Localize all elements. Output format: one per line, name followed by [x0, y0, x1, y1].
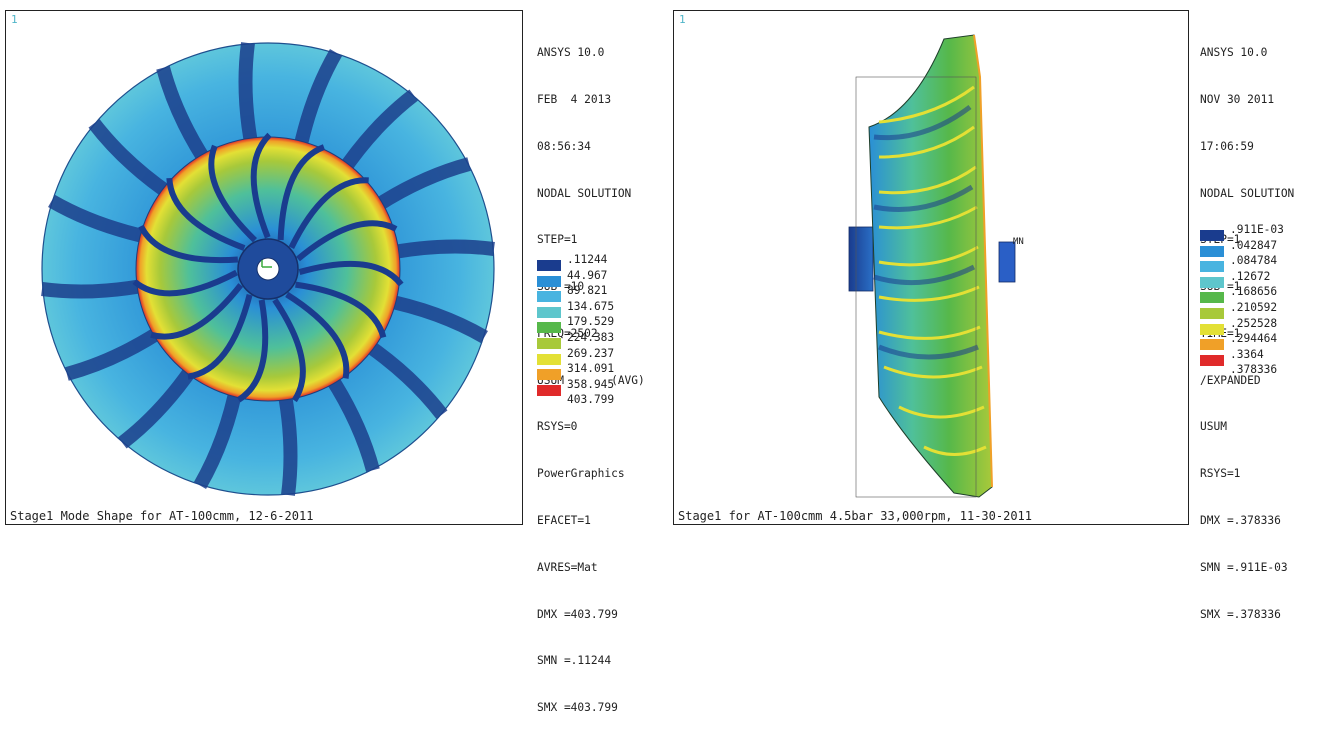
right-window-number: 1 [679, 13, 686, 26]
legend-swatch [1200, 292, 1224, 304]
legend-value: .11244 [567, 253, 608, 266]
inducer-blades [132, 132, 404, 403]
legend-value: .294464 [1230, 332, 1278, 346]
legend-swatch [1200, 230, 1224, 241]
legend-value: .378336 [1230, 363, 1278, 377]
side-blades [878, 85, 987, 456]
left-caption: Stage1 Mode Shape for AT-100cmm, 12-6-20… [10, 509, 314, 523]
legend-swatch [537, 369, 561, 381]
legend-swatch [1200, 307, 1224, 319]
impeller-top-view [41, 42, 495, 496]
legend-value: .252528 [1230, 316, 1278, 330]
info-line: NODAL SOLUTION [1200, 186, 1295, 200]
left-window-number: 1 [11, 13, 18, 26]
legend-swatch [537, 322, 561, 334]
coordinate-triad-icon [261, 260, 272, 268]
legend-value: .3364 [1230, 347, 1264, 361]
impeller-bore [256, 257, 280, 281]
info-line: ANSYS 10.0 [1200, 46, 1268, 60]
legend-swatch [537, 306, 561, 318]
legend-value: 44.967 [567, 268, 608, 282]
info-line: EFACET=1 [537, 514, 591, 527]
info-line: NODAL SOLUTION [537, 186, 632, 200]
right-caption: Stage1 for AT-100cmm 4.5bar 33,000rpm, 1… [678, 509, 1033, 523]
legend-swatch [1200, 354, 1224, 366]
legend-swatch [537, 353, 561, 365]
info-line: 17:06:59 [1200, 139, 1254, 153]
legend-swatch [1200, 323, 1224, 335]
shaft-left [848, 226, 874, 292]
legend-swatch [537, 260, 561, 271]
legend-value: .168656 [1230, 285, 1278, 299]
info-line: 08:56:34 [537, 139, 591, 153]
legend-value: 134.675 [567, 299, 615, 313]
impeller-side-view [848, 34, 1016, 498]
legend-value: .084784 [1230, 254, 1278, 268]
legend-swatch [537, 384, 561, 396]
info-line: RSYS=1 [1200, 467, 1241, 481]
legend-swatch [1200, 276, 1224, 288]
info-line: NOV 30 2011 [1200, 92, 1275, 106]
legend-value: .210592 [1230, 300, 1278, 314]
undeformed-outline [855, 76, 977, 498]
info-line: /EXPANDED [1200, 373, 1261, 387]
legend-value: 224.383 [567, 330, 615, 344]
info-line: DMX =.378336 [1200, 514, 1281, 527]
legend-value: .12672 [1230, 269, 1271, 283]
legend-value: 403.799 [567, 393, 615, 407]
info-line: SMX =.378336 [1200, 607, 1281, 621]
legend-swatch [1200, 261, 1224, 273]
legend-value: .911E-03 [1230, 223, 1284, 236]
info-line: DMX =403.799 [537, 607, 618, 621]
info-line: ANSYS 10.0 [537, 46, 605, 60]
info-line: USUM [1200, 420, 1227, 434]
legend-value: 269.237 [567, 346, 615, 360]
legend-swatch [537, 291, 561, 303]
min-marker-label: MN [1013, 237, 1024, 247]
legend-swatch [1200, 339, 1224, 351]
info-line: RSYS=0 [537, 420, 578, 434]
legend-value: 314.091 [567, 362, 615, 376]
info-line: AVRES=Mat [537, 560, 598, 574]
right-viewport: 1 [673, 10, 1189, 525]
legend-swatch [537, 275, 561, 287]
legend-value: .042847 [1230, 238, 1278, 252]
legend-value: 358.945 [567, 377, 615, 391]
edge-highlight [973, 34, 993, 488]
shaft-right [998, 241, 1016, 283]
legend-swatch [1200, 245, 1224, 257]
info-line: STEP=1 [537, 233, 578, 247]
legend-swatch [537, 337, 561, 349]
info-line: FEB 4 2013 [537, 92, 612, 106]
info-line: SMX =403.799 [537, 701, 618, 715]
info-line: SMN =.11244 [537, 654, 612, 668]
blade-shadows [873, 105, 979, 360]
left-viewport: 1 [5, 10, 523, 525]
legend-value: 89.821 [567, 284, 608, 298]
info-line: PowerGraphics [537, 467, 625, 481]
info-line: SMN =.911E-03 [1200, 560, 1288, 574]
impeller-profile [868, 34, 993, 498]
legend-value: 179.529 [567, 315, 615, 329]
